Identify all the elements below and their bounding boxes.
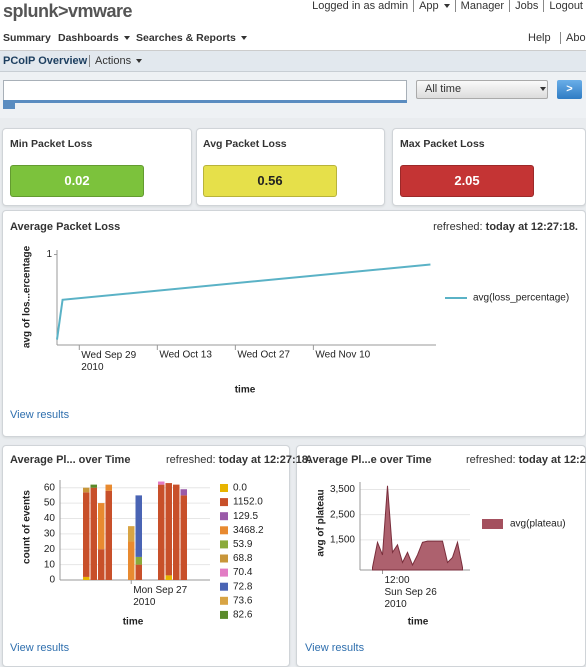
view-title: PCoIP Overview [3,55,88,67]
view-results[interactable]: View results [10,409,70,421]
refresh-label: refreshed: [433,221,483,233]
logout-link[interactable]: Logout [543,0,583,12]
manager-link[interactable]: Manager [454,0,505,12]
view-results[interactable]: View results [305,642,365,654]
panel [2,210,586,437]
search-strip [3,100,407,103]
nav-searches[interactable]: Searches & Reports [136,32,247,44]
single-value-label: Min Packet Loss [10,138,93,150]
top-bar [0,0,586,26]
refresh-time: today at 12:27:18. [485,221,578,233]
nav-summary[interactable]: Summary [3,32,51,44]
search-input[interactable] [3,80,407,101]
sub-nav [0,51,586,72]
time-range-label[interactable]: All time [425,83,462,95]
search-assist[interactable] [3,103,15,109]
single-value: 0.02 [10,165,144,197]
refresh-status: refreshed: today at 12:27:18. [433,221,578,233]
panel [296,445,586,667]
nav-about[interactable]: About [560,32,586,44]
single-value: 2.05 [400,165,534,197]
refresh-label: refreshed: [166,454,216,466]
account-links: Logged in as admin App Manager Jobs Logout [312,0,583,12]
refresh-label: refreshed: [466,454,516,466]
view-results[interactable]: View results [10,642,70,654]
chart-title: Average Packet Loss [10,221,121,233]
logo[interactable]: splunk>vmware [3,1,133,21]
chart-title: Average Pl...e over Time [305,454,432,466]
user-label: Logged in as admin [312,0,409,12]
refresh-time: today at 12:27:18. [518,454,586,466]
chart-title: Average Pl... over Time [10,454,131,466]
jobs-link[interactable]: Jobs [509,0,539,12]
search-button[interactable]: > [557,80,582,99]
actions-menu[interactable]: Actions [89,55,142,67]
refresh-status: refreshed: today at 12:27:18. [166,454,311,466]
single-value-label: Max Packet Loss [400,138,485,150]
nav-help[interactable]: Help [528,32,551,44]
panel [2,445,290,667]
nav-dashboards[interactable]: Dashboards [58,32,130,44]
refresh-time: today at 12:27:18. [218,454,311,466]
time-range[interactable]: All time [416,80,548,99]
single-value-label: Avg Packet Loss [203,138,287,150]
app-menu[interactable]: App [413,0,450,12]
single-value: 0.56 [203,165,337,197]
refresh-status: refreshed: today at 12:27:18. [466,454,586,466]
